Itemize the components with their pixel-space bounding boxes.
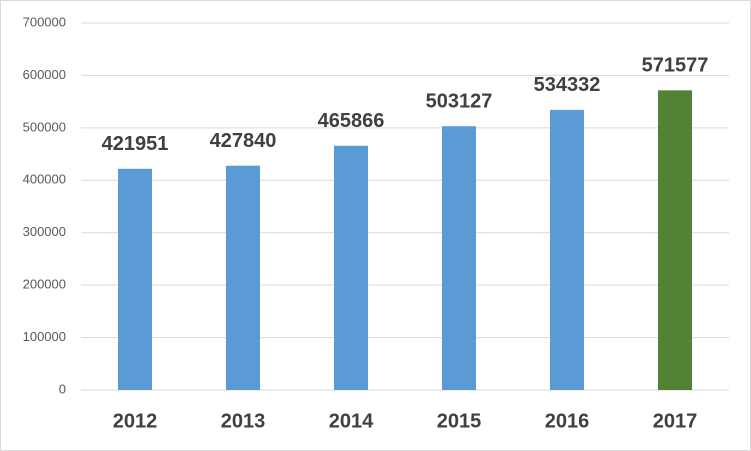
data-label: 421951 [102,133,169,155]
bar [226,165,260,390]
y-tick-label: 200000 [23,277,66,292]
x-tick-label: 2012 [113,410,158,432]
y-tick-label: 0 [59,381,66,396]
bar [118,168,152,390]
y-tick-label: 700000 [23,14,66,29]
y-tick-label: 300000 [23,224,66,239]
bar [550,109,584,391]
bar [334,145,368,390]
x-tick-label: 2017 [653,410,698,432]
x-tick-label: 2016 [545,410,590,432]
y-tick-label: 600000 [23,67,66,82]
y-tick-label: 400000 [23,172,66,187]
bar [658,90,692,390]
data-label: 503127 [426,90,493,112]
x-tick-label: 2013 [221,410,266,432]
bar [442,126,476,390]
data-label: 465866 [318,110,385,132]
x-tick-label: 2015 [437,410,482,432]
data-label: 427840 [210,130,277,152]
y-tick-label: 500000 [23,119,66,134]
data-label: 534332 [534,74,601,96]
y-tick-label: 100000 [23,329,66,344]
x-tick-label: 2014 [329,410,374,432]
data-label: 571577 [642,55,709,77]
